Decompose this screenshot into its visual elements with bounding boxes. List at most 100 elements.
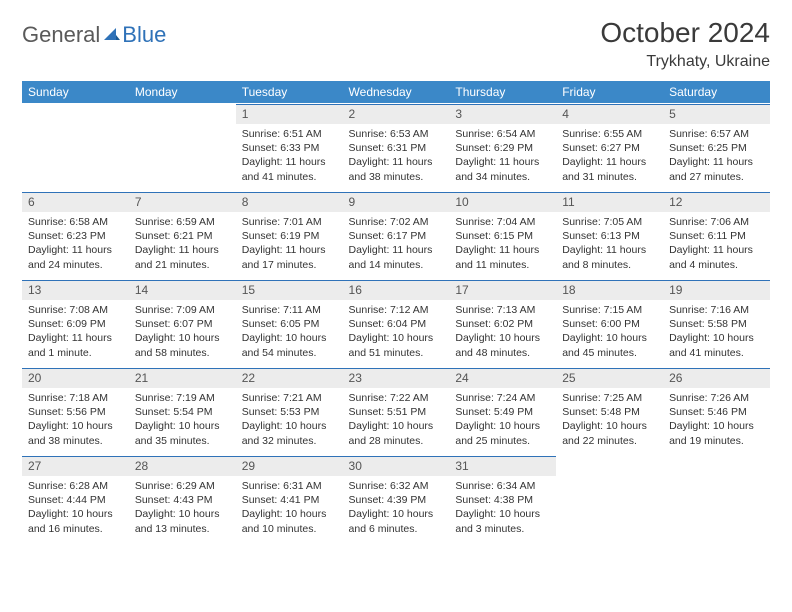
calendar-cell: 5Sunrise: 6:57 AMSunset: 6:25 PMDaylight… — [663, 103, 770, 191]
sunset-text: Sunset: 5:48 PM — [562, 405, 657, 419]
sunset-text: Sunset: 6:19 PM — [242, 229, 337, 243]
day-number: 29 — [236, 456, 343, 476]
calendar-cell: 10Sunrise: 7:04 AMSunset: 6:15 PMDayligh… — [449, 191, 556, 279]
daylight-text: Daylight: 10 hours and 51 minutes. — [349, 331, 444, 359]
sunrise-text: Sunrise: 7:13 AM — [455, 303, 550, 317]
sunrise-text: Sunrise: 6:57 AM — [669, 127, 764, 141]
sunrise-text: Sunrise: 7:12 AM — [349, 303, 444, 317]
daylight-text: Daylight: 11 hours and 11 minutes. — [455, 243, 550, 271]
day-number: 9 — [343, 192, 450, 212]
day-details: Sunrise: 7:24 AMSunset: 5:49 PMDaylight:… — [449, 388, 556, 450]
daylight-text: Daylight: 11 hours and 27 minutes. — [669, 155, 764, 183]
sunset-text: Sunset: 4:39 PM — [349, 493, 444, 507]
weekday-header: Wednesday — [343, 81, 450, 104]
sunrise-text: Sunrise: 7:24 AM — [455, 391, 550, 405]
sunset-text: Sunset: 4:38 PM — [455, 493, 550, 507]
sunrise-text: Sunrise: 7:22 AM — [349, 391, 444, 405]
sunrise-text: Sunrise: 7:19 AM — [135, 391, 230, 405]
day-details: Sunrise: 6:59 AMSunset: 6:21 PMDaylight:… — [129, 212, 236, 274]
sunset-text: Sunset: 6:23 PM — [28, 229, 123, 243]
weekday-header: Sunday — [22, 81, 129, 104]
day-details: Sunrise: 7:21 AMSunset: 5:53 PMDaylight:… — [236, 388, 343, 450]
day-number: 2 — [343, 104, 450, 124]
daylight-text: Daylight: 10 hours and 32 minutes. — [242, 419, 337, 447]
month-title: October 2024 — [600, 18, 770, 49]
daylight-text: Daylight: 10 hours and 41 minutes. — [669, 331, 764, 359]
day-number: 19 — [663, 280, 770, 300]
daylight-text: Daylight: 10 hours and 25 minutes. — [455, 419, 550, 447]
sunrise-text: Sunrise: 6:54 AM — [455, 127, 550, 141]
day-number: 10 — [449, 192, 556, 212]
day-number: 15 — [236, 280, 343, 300]
day-details: Sunrise: 7:22 AMSunset: 5:51 PMDaylight:… — [343, 388, 450, 450]
daylight-text: Daylight: 10 hours and 28 minutes. — [349, 419, 444, 447]
sunset-text: Sunset: 6:13 PM — [562, 229, 657, 243]
sunset-text: Sunset: 5:58 PM — [669, 317, 764, 331]
day-details: Sunrise: 6:34 AMSunset: 4:38 PMDaylight:… — [449, 476, 556, 538]
title-block: October 2024 Trykhaty, Ukraine — [600, 18, 770, 71]
daylight-text: Daylight: 11 hours and 24 minutes. — [28, 243, 123, 271]
sunset-text: Sunset: 6:09 PM — [28, 317, 123, 331]
calendar-cell: 30Sunrise: 6:32 AMSunset: 4:39 PMDayligh… — [343, 455, 450, 543]
day-details: Sunrise: 7:01 AMSunset: 6:19 PMDaylight:… — [236, 212, 343, 274]
day-details: Sunrise: 7:18 AMSunset: 5:56 PMDaylight:… — [22, 388, 129, 450]
day-number: 3 — [449, 104, 556, 124]
calendar-cell: 14Sunrise: 7:09 AMSunset: 6:07 PMDayligh… — [129, 279, 236, 367]
day-number: 18 — [556, 280, 663, 300]
daylight-text: Daylight: 10 hours and 58 minutes. — [135, 331, 230, 359]
sunrise-text: Sunrise: 7:25 AM — [562, 391, 657, 405]
sunset-text: Sunset: 6:02 PM — [455, 317, 550, 331]
calendar-cell: 1Sunrise: 6:51 AMSunset: 6:33 PMDaylight… — [236, 103, 343, 191]
calendar-grid: Sunday Monday Tuesday Wednesday Thursday… — [22, 81, 770, 544]
sunset-text: Sunset: 5:51 PM — [349, 405, 444, 419]
sunset-text: Sunset: 6:04 PM — [349, 317, 444, 331]
daylight-text: Daylight: 11 hours and 34 minutes. — [455, 155, 550, 183]
weekday-header: Tuesday — [236, 81, 343, 104]
calendar-cell: 6Sunrise: 6:58 AMSunset: 6:23 PMDaylight… — [22, 191, 129, 279]
day-number: 11 — [556, 192, 663, 212]
calendar-week-row: 20Sunrise: 7:18 AMSunset: 5:56 PMDayligh… — [22, 367, 770, 455]
day-details: Sunrise: 7:19 AMSunset: 5:54 PMDaylight:… — [129, 388, 236, 450]
brand-part2: Blue — [122, 22, 166, 48]
daylight-text: Daylight: 10 hours and 6 minutes. — [349, 507, 444, 535]
day-details: Sunrise: 7:09 AMSunset: 6:07 PMDaylight:… — [129, 300, 236, 362]
calendar-cell: 22Sunrise: 7:21 AMSunset: 5:53 PMDayligh… — [236, 367, 343, 455]
sunset-text: Sunset: 4:44 PM — [28, 493, 123, 507]
location-label: Trykhaty, Ukraine — [600, 53, 770, 71]
weekday-header: Saturday — [663, 81, 770, 104]
calendar-week-row: 13Sunrise: 7:08 AMSunset: 6:09 PMDayligh… — [22, 279, 770, 367]
sunrise-text: Sunrise: 6:59 AM — [135, 215, 230, 229]
sunset-text: Sunset: 5:53 PM — [242, 405, 337, 419]
calendar-cell: 18Sunrise: 7:15 AMSunset: 6:00 PMDayligh… — [556, 279, 663, 367]
day-details: Sunrise: 6:54 AMSunset: 6:29 PMDaylight:… — [449, 124, 556, 186]
daylight-text: Daylight: 11 hours and 17 minutes. — [242, 243, 337, 271]
weekday-header: Friday — [556, 81, 663, 104]
calendar-cell: 15Sunrise: 7:11 AMSunset: 6:05 PMDayligh… — [236, 279, 343, 367]
day-number: 26 — [663, 368, 770, 388]
sunset-text: Sunset: 6:07 PM — [135, 317, 230, 331]
day-details: Sunrise: 6:31 AMSunset: 4:41 PMDaylight:… — [236, 476, 343, 538]
calendar-week-row: 27Sunrise: 6:28 AMSunset: 4:44 PMDayligh… — [22, 455, 770, 543]
day-details: Sunrise: 7:04 AMSunset: 6:15 PMDaylight:… — [449, 212, 556, 274]
sunrise-text: Sunrise: 6:58 AM — [28, 215, 123, 229]
daylight-text: Daylight: 10 hours and 38 minutes. — [28, 419, 123, 447]
calendar-cell: 3Sunrise: 6:54 AMSunset: 6:29 PMDaylight… — [449, 103, 556, 191]
day-number: 23 — [343, 368, 450, 388]
day-details: Sunrise: 6:51 AMSunset: 6:33 PMDaylight:… — [236, 124, 343, 186]
day-number: 20 — [22, 368, 129, 388]
daylight-text: Daylight: 10 hours and 19 minutes. — [669, 419, 764, 447]
sail-icon — [102, 22, 122, 48]
day-details: Sunrise: 7:26 AMSunset: 5:46 PMDaylight:… — [663, 388, 770, 450]
sunrise-text: Sunrise: 6:51 AM — [242, 127, 337, 141]
day-details: Sunrise: 7:12 AMSunset: 6:04 PMDaylight:… — [343, 300, 450, 362]
day-number: 16 — [343, 280, 450, 300]
day-details: Sunrise: 7:11 AMSunset: 6:05 PMDaylight:… — [236, 300, 343, 362]
day-details: Sunrise: 6:28 AMSunset: 4:44 PMDaylight:… — [22, 476, 129, 538]
day-number: 17 — [449, 280, 556, 300]
daylight-text: Daylight: 10 hours and 16 minutes. — [28, 507, 123, 535]
sunset-text: Sunset: 6:21 PM — [135, 229, 230, 243]
daylight-text: Daylight: 11 hours and 8 minutes. — [562, 243, 657, 271]
day-number: 7 — [129, 192, 236, 212]
day-number: 14 — [129, 280, 236, 300]
daylight-text: Daylight: 10 hours and 48 minutes. — [455, 331, 550, 359]
